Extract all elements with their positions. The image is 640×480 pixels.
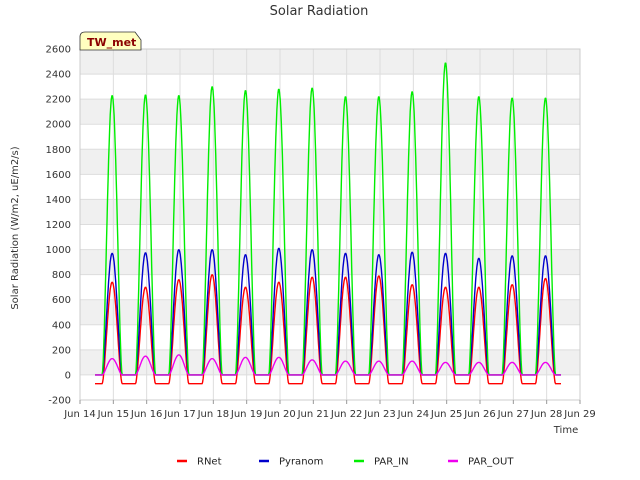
legend-item-par-in: PAR_IN [354,457,409,468]
y-tick-label: 400 [52,320,71,331]
badge-label: TW_met [87,36,136,49]
x-tick-label: Jun 26 [463,409,496,420]
x-tick-label: Jun 25 [430,409,463,420]
legend: RNet Pyranom PAR_IN PAR_OUT [177,457,514,468]
y-tick-label: 2200 [46,95,71,106]
y-tick-label: 0 [65,370,71,381]
y-axis-title: Solar Radiation (W/m2, uE/m2/s) [10,146,21,309]
x-tick-label: Jun 15 [97,409,130,420]
x-tick-label: Jun 23 [363,409,396,420]
x-tick-label: Jun 20 [263,409,296,420]
plot-frame [79,48,581,401]
badge-box [79,31,142,51]
band [80,49,580,75]
x-axis-title: Time [553,425,578,436]
x-axis: Jun 14 Jun 15 Jun 16 Jun 17 Jun 18 Jun 19 Jun … [63,400,596,420]
band [80,224,580,250]
band [80,324,580,350]
band [80,274,580,300]
y-tick-label: -200 [48,396,71,407]
series-layer [94,62,562,385]
legend-label: PAR_OUT [468,457,514,468]
x-tick-label: Jun 22 [330,409,363,420]
series-line-par-out [94,354,562,376]
y-tick-label: 2400 [46,70,71,81]
band [80,74,580,100]
band [80,374,580,400]
band [80,124,580,150]
x-tick-label: Jun 18 [197,409,230,420]
x-tick-label: Jun 14 [63,409,96,420]
band [80,99,580,125]
y-tick-label: 1400 [46,195,71,206]
x-tick-label: Jun 17 [163,409,196,420]
y-tick-label: 800 [52,270,71,281]
legend-label: Pyranom [279,457,323,468]
series-line-rnet [94,274,562,385]
y-tick-label: 2000 [46,120,71,131]
x-tick-label: Jun 28 [530,409,563,420]
plot-background-bands [80,49,580,400]
x-tick-label: Jun 21 [297,409,330,420]
band [80,174,580,200]
band [80,149,580,175]
band [80,249,580,275]
x-tick-label: Jun 27 [497,409,530,420]
y-tick-label: 600 [52,295,71,306]
band [80,199,580,225]
band [80,349,580,375]
y-tick-label: 2600 [46,45,71,56]
tw-met-badge: TW_met [79,31,142,51]
legend-label: PAR_IN [374,457,409,468]
y-tick-label: 200 [52,345,71,356]
legend-item-pyranom: Pyranom [259,457,323,468]
x-tick-label: Jun 16 [130,409,163,420]
x-tick-label: Jun 19 [230,409,263,420]
chart-title: Solar Radiation [270,4,369,19]
y-tick-label: 1200 [46,220,71,231]
x-tick-label: Jun 29 [563,409,596,420]
y-tick-label: 1800 [46,145,71,156]
legend-item-rnet: RNet [177,457,222,468]
legend-item-par-out: PAR_OUT [448,457,514,468]
band [80,299,580,325]
y-tick-label: 1000 [46,245,71,256]
legend-label: RNet [197,457,222,468]
y-tick-label: 1600 [46,170,71,181]
x-tick-label: Jun 24 [397,409,430,420]
y-axis: -200 0 200 400 600 800 1000 1200 1400 1600 1800 200… [46,45,71,407]
